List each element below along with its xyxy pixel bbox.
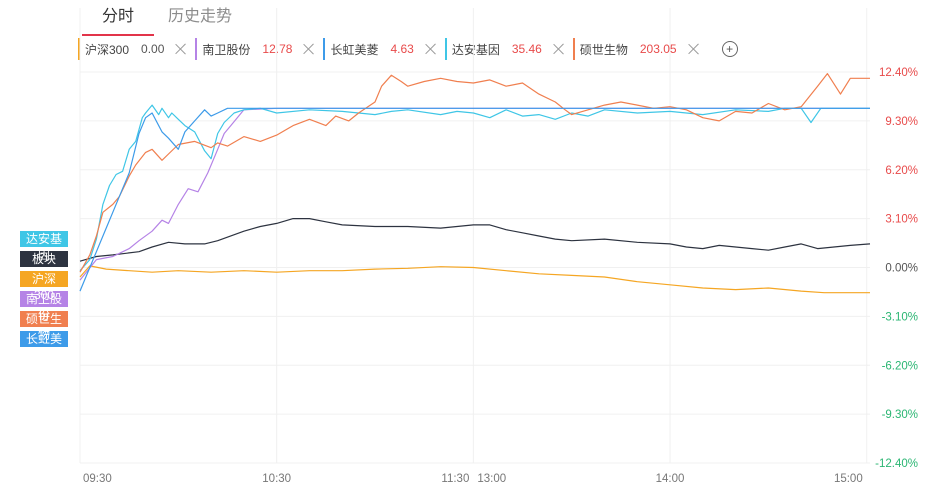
stock-value: 35.46	[511, 42, 542, 56]
tab-intraday[interactable]: 分时	[82, 0, 154, 36]
stock-color-marker	[444, 38, 447, 60]
tag-shuoshi: 硕世生物	[20, 311, 68, 342]
stock-name: 长虹美菱	[330, 42, 379, 57]
stock-value: 12.78	[262, 42, 293, 56]
x-tick-label: 14:00	[656, 473, 685, 485]
y-tick-label: 9.30%	[885, 116, 918, 128]
series-line	[79, 218, 871, 262]
tag-sector: 板块	[20, 251, 68, 267]
series-line	[79, 104, 870, 272]
x-tick-label: 11:30	[441, 473, 469, 485]
y-tick-label: -3.10%	[882, 311, 918, 323]
y-tick-label: -6.20%	[882, 360, 918, 372]
stock-chip-nanwei[interactable]: 南卫股份 12.78	[195, 38, 315, 60]
series-line	[79, 73, 870, 273]
stock-name: 沪深300	[85, 42, 130, 57]
tag-hs300: 沪深300	[20, 271, 68, 302]
tag-changhong: 长虹美菱	[20, 331, 68, 362]
stock-chip-hs300[interactable]: 沪深300 0.00	[78, 38, 187, 60]
stock-name: 南卫股份	[202, 42, 251, 57]
y-tick-label: -12.40%	[875, 458, 918, 470]
x-tick-label: 15:00	[834, 473, 863, 485]
series-line	[79, 265, 870, 294]
y-tick-label: -9.30%	[882, 409, 918, 421]
stock-chip-changhong[interactable]: 长虹美菱 4.63	[323, 38, 436, 60]
y-tick-label: 0.00%	[885, 263, 918, 275]
stock-value: 4.63	[390, 42, 414, 56]
x-tick-label: 10:30	[262, 473, 291, 485]
series-legend-tags: 达安基因 板块 沪深300 南卫股份 硕世生物 长虹美菱	[20, 231, 68, 362]
tab-history[interactable]: 历史走势	[167, 8, 232, 25]
y-tick-label: 3.10%	[885, 214, 918, 226]
stock-color-marker	[78, 38, 80, 60]
stock-name: 达安基因	[451, 42, 500, 57]
stock-value: 203.05	[639, 42, 677, 56]
stock-color-marker	[323, 38, 326, 60]
view-tabs: 分时 历史走势	[82, 0, 236, 36]
stock-color-marker	[195, 38, 198, 60]
x-tick-label: 09:30	[83, 473, 112, 485]
stock-color-marker	[572, 38, 575, 60]
stock-chip-shuoshi[interactable]: 硕世生物 203.05	[572, 38, 700, 60]
stock-value: 0.00	[141, 42, 165, 56]
x-tick-label: 13:00	[477, 473, 506, 485]
plus-circle-icon[interactable]: +	[721, 41, 738, 57]
compare-stock-bar: 沪深300 0.00 南卫股份 12.78 长虹美菱 4.63 达安基因 35.…	[78, 37, 738, 61]
stock-chip-daan[interactable]: 达安基因 35.46	[444, 38, 565, 60]
series-line	[79, 107, 870, 281]
series-line	[79, 107, 870, 292]
stock-name: 硕世生物	[579, 42, 628, 57]
tag-daan: 达安基因	[20, 231, 68, 262]
tag-nanwei: 南卫股份	[20, 291, 68, 322]
y-tick-label: 6.20%	[885, 165, 918, 177]
y-tick-label: 12.40%	[879, 67, 918, 79]
